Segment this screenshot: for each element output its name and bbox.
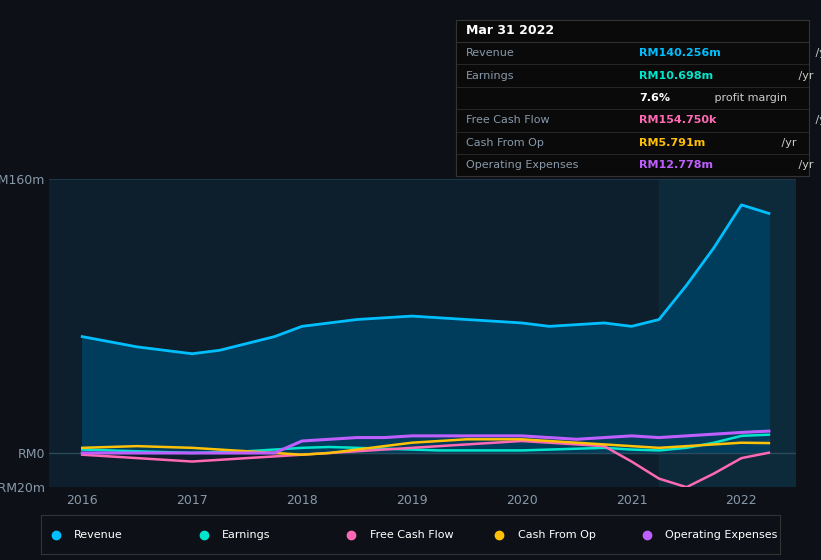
Text: Free Cash Flow: Free Cash Flow	[370, 530, 453, 540]
Text: RM154.750k: RM154.750k	[640, 115, 717, 125]
Bar	[659, 179, 796, 487]
Text: 7.6%: 7.6%	[640, 93, 670, 103]
Text: Revenue: Revenue	[75, 530, 123, 540]
Text: profit margin: profit margin	[710, 93, 787, 103]
Text: RM10.698m: RM10.698m	[640, 71, 713, 81]
Text: Earnings: Earnings	[222, 530, 271, 540]
Text: RM140.256m: RM140.256m	[640, 48, 721, 58]
Text: Revenue: Revenue	[466, 48, 515, 58]
Text: RM5.791m: RM5.791m	[640, 138, 705, 148]
Text: /yr: /yr	[812, 115, 821, 125]
Text: /yr: /yr	[812, 48, 821, 58]
Text: Free Cash Flow: Free Cash Flow	[466, 115, 550, 125]
Text: Operating Expenses: Operating Expenses	[466, 160, 579, 170]
Text: /yr: /yr	[796, 160, 814, 170]
Text: Cash From Op: Cash From Op	[466, 138, 544, 148]
Text: RM12.778m: RM12.778m	[640, 160, 713, 170]
Text: /yr: /yr	[796, 71, 814, 81]
Text: Operating Expenses: Operating Expenses	[666, 530, 777, 540]
Text: Cash From Op: Cash From Op	[518, 530, 595, 540]
Text: Mar 31 2022: Mar 31 2022	[466, 24, 554, 38]
Text: Earnings: Earnings	[466, 71, 515, 81]
Text: /yr: /yr	[778, 138, 797, 148]
